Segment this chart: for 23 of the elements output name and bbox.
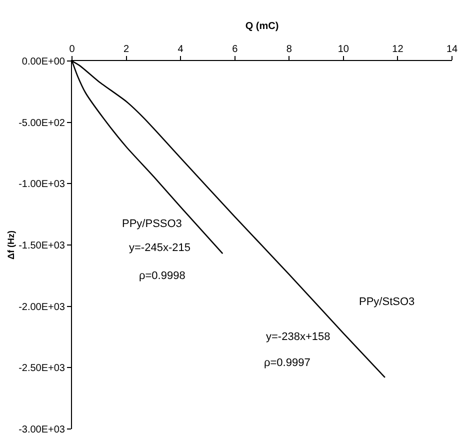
x-tick-label: 2 [124, 44, 130, 55]
annotation: y=-238x+158 [266, 331, 330, 343]
annotation: PPy/PSSO3 [122, 218, 182, 230]
x-tick-label: 4 [178, 44, 184, 55]
x-tick-label: 10 [338, 44, 350, 55]
y-tick-label: -1.00E+03 [18, 179, 66, 190]
y-tick-label: 0.00E+00 [22, 56, 66, 68]
y-tick-label: -2.00E+03 [18, 302, 66, 313]
y-axis-title: Δf (Hz) [6, 230, 16, 260]
y-tick-label: -1.50E+03 [18, 240, 66, 252]
annotation: PPy/StSO3 [359, 296, 415, 308]
x-tick-label: 14 [446, 44, 458, 55]
annotation: ρ=0.9997 [264, 357, 310, 369]
annotation: ρ=0.9998 [139, 270, 186, 282]
y-tick-label: -5.00E+02 [18, 118, 66, 129]
x-axis-title: Q (mC) [245, 21, 279, 32]
x-tick-label: 8 [286, 44, 292, 55]
annotation: y=-245x-215 [129, 242, 190, 254]
y-tick-label: -3.00E+03 [18, 424, 66, 436]
x-tick-label: 0 [69, 44, 76, 55]
x-tick-label: 6 [232, 44, 238, 55]
y-tick-label: -2.50E+03 [18, 363, 66, 374]
x-tick-label: 12 [392, 44, 404, 55]
